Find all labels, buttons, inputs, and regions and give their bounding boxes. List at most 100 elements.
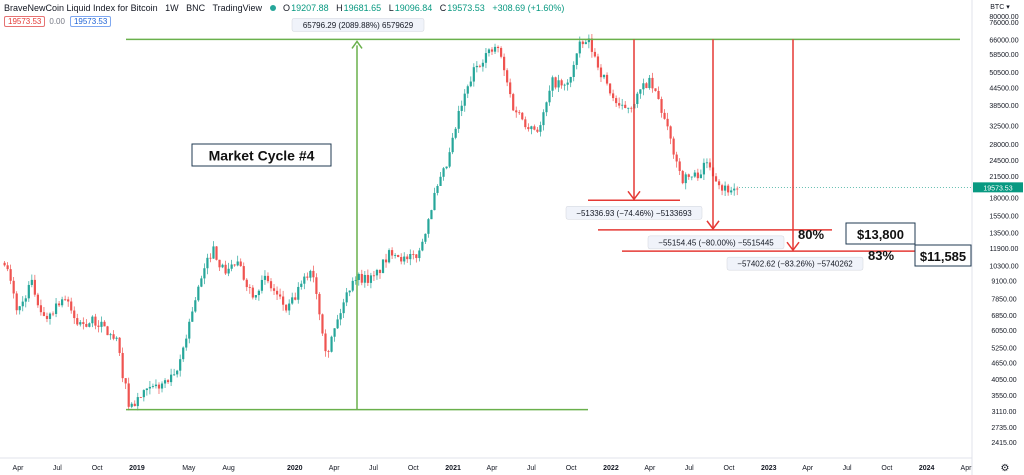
candle-body xyxy=(127,383,130,407)
candle-body xyxy=(593,51,597,57)
y-tick-label: 3110.00 xyxy=(992,409,1017,416)
candle-body xyxy=(318,293,321,315)
drawdown-arrowhead xyxy=(706,220,720,231)
x-tick-label: 2020 xyxy=(287,465,303,472)
candle-body xyxy=(572,64,575,77)
x-tick-label: Oct xyxy=(566,465,577,472)
candle-body xyxy=(348,290,351,293)
candle-body xyxy=(130,403,133,407)
x-tick-label: Jul xyxy=(369,465,378,472)
candle-body xyxy=(179,359,182,371)
x-tick-label: Jul xyxy=(843,465,852,472)
candle-body xyxy=(439,176,442,186)
candle-body xyxy=(527,127,530,130)
candle-body xyxy=(648,77,651,89)
bid-badge[interactable]: 19573.53 xyxy=(4,16,46,27)
settings-gear-icon[interactable]: ⚙ xyxy=(1001,463,1010,474)
candle-body xyxy=(460,105,463,111)
candle-body xyxy=(714,176,718,182)
candle-body xyxy=(624,104,627,109)
candle-body xyxy=(45,315,49,319)
candle-body xyxy=(354,280,357,281)
candle-body xyxy=(566,82,569,85)
candle-body xyxy=(300,283,303,287)
candle-body xyxy=(654,88,657,91)
candle-body xyxy=(578,41,581,54)
x-tick-label: May xyxy=(182,465,196,472)
drawdown-label: −57402.62 (−83.26%) −5740262 xyxy=(737,260,853,269)
candle-body xyxy=(702,162,706,175)
candle-body xyxy=(188,321,191,339)
candle-body xyxy=(321,314,324,334)
candle-body xyxy=(67,299,70,302)
target-80-percent: 80% xyxy=(798,227,824,242)
candle-body xyxy=(85,323,88,327)
candle-body xyxy=(76,318,79,325)
candle-body xyxy=(666,118,669,127)
candle-body xyxy=(433,192,436,211)
interval-label[interactable]: 1W xyxy=(165,3,179,13)
candle-body xyxy=(191,311,194,322)
candle-body xyxy=(687,174,690,177)
y-tick-label: 2415.00 xyxy=(991,440,1016,447)
candle-body xyxy=(106,326,109,336)
candle-body xyxy=(375,269,379,276)
high-label: H xyxy=(336,3,343,13)
last-price-tag xyxy=(973,182,1023,193)
candle-body xyxy=(103,321,106,327)
candle-body xyxy=(70,301,73,311)
candle-body xyxy=(390,250,394,256)
candle-body xyxy=(490,49,494,52)
candle-body xyxy=(427,219,430,234)
candle-body xyxy=(148,386,152,389)
candle-body xyxy=(466,86,469,94)
candle-body xyxy=(369,275,373,283)
candle-body xyxy=(12,280,15,294)
x-tick-label: Oct xyxy=(408,465,419,472)
symbol-title[interactable]: BraveNewCoin Liquid Index for Bitcoin xyxy=(4,3,158,13)
candle-body xyxy=(224,264,227,274)
y-tick-label: 2735.00 xyxy=(991,425,1016,432)
candle-body xyxy=(324,333,327,352)
candle-body xyxy=(424,233,427,242)
candle-body xyxy=(615,98,618,104)
x-tick-label: 2024 xyxy=(919,465,935,472)
candle-body xyxy=(151,386,155,387)
y-tick-label: 7850.00 xyxy=(991,297,1016,304)
candle-body xyxy=(54,303,58,314)
chart-header: BraveNewCoin Liquid Index for Bitcoin 1W… xyxy=(4,3,569,13)
candle-body xyxy=(672,138,675,155)
candle-body xyxy=(548,90,551,103)
candle-body xyxy=(496,46,500,49)
candle-body xyxy=(197,286,200,301)
y-tick-label: 80000.00 xyxy=(989,14,1018,21)
candle-body xyxy=(636,93,639,105)
drawdown-label-box xyxy=(647,235,785,250)
candle-body xyxy=(260,279,264,291)
x-tick-label: Apr xyxy=(802,465,814,472)
candle-body xyxy=(212,246,215,259)
close-value: 19573.53 xyxy=(447,3,485,13)
candle-body xyxy=(394,255,397,256)
candle-body xyxy=(163,380,167,384)
x-tick-label: Jul xyxy=(527,465,536,472)
candle-body xyxy=(245,279,248,288)
candle-body xyxy=(642,83,645,90)
ask-badge[interactable]: 19573.53 xyxy=(69,16,112,27)
candle-body xyxy=(24,298,27,302)
y-tick-label: 11900.00 xyxy=(990,246,1019,253)
candle-body xyxy=(64,299,67,301)
candle-body xyxy=(611,93,615,99)
candle-body xyxy=(248,287,251,288)
candle-body xyxy=(690,176,693,178)
candle-body xyxy=(484,53,488,63)
candle-body xyxy=(294,297,297,300)
candle-body xyxy=(639,89,642,94)
y-tick-label: 3550.00 xyxy=(991,393,1016,400)
candle-body xyxy=(645,83,648,89)
candle-body xyxy=(463,93,466,106)
candle-body xyxy=(475,65,478,68)
candle-body xyxy=(61,299,64,306)
x-tick-label: Oct xyxy=(92,465,103,472)
